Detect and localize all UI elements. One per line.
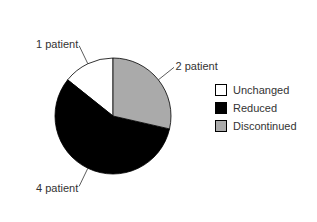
html-text:Unchanged: Unchanged bbox=[233, 84, 290, 96]
svg-text:1 patient: 1 patient bbox=[36, 38, 78, 50]
svg-text:4 patient: 4 patient bbox=[36, 182, 78, 194]
html-text:Reduced: Reduced bbox=[233, 102, 277, 114]
svg-text:2 patient: 2 patient bbox=[176, 60, 218, 72]
html-text:Discontinued: Discontinued bbox=[233, 120, 297, 132]
